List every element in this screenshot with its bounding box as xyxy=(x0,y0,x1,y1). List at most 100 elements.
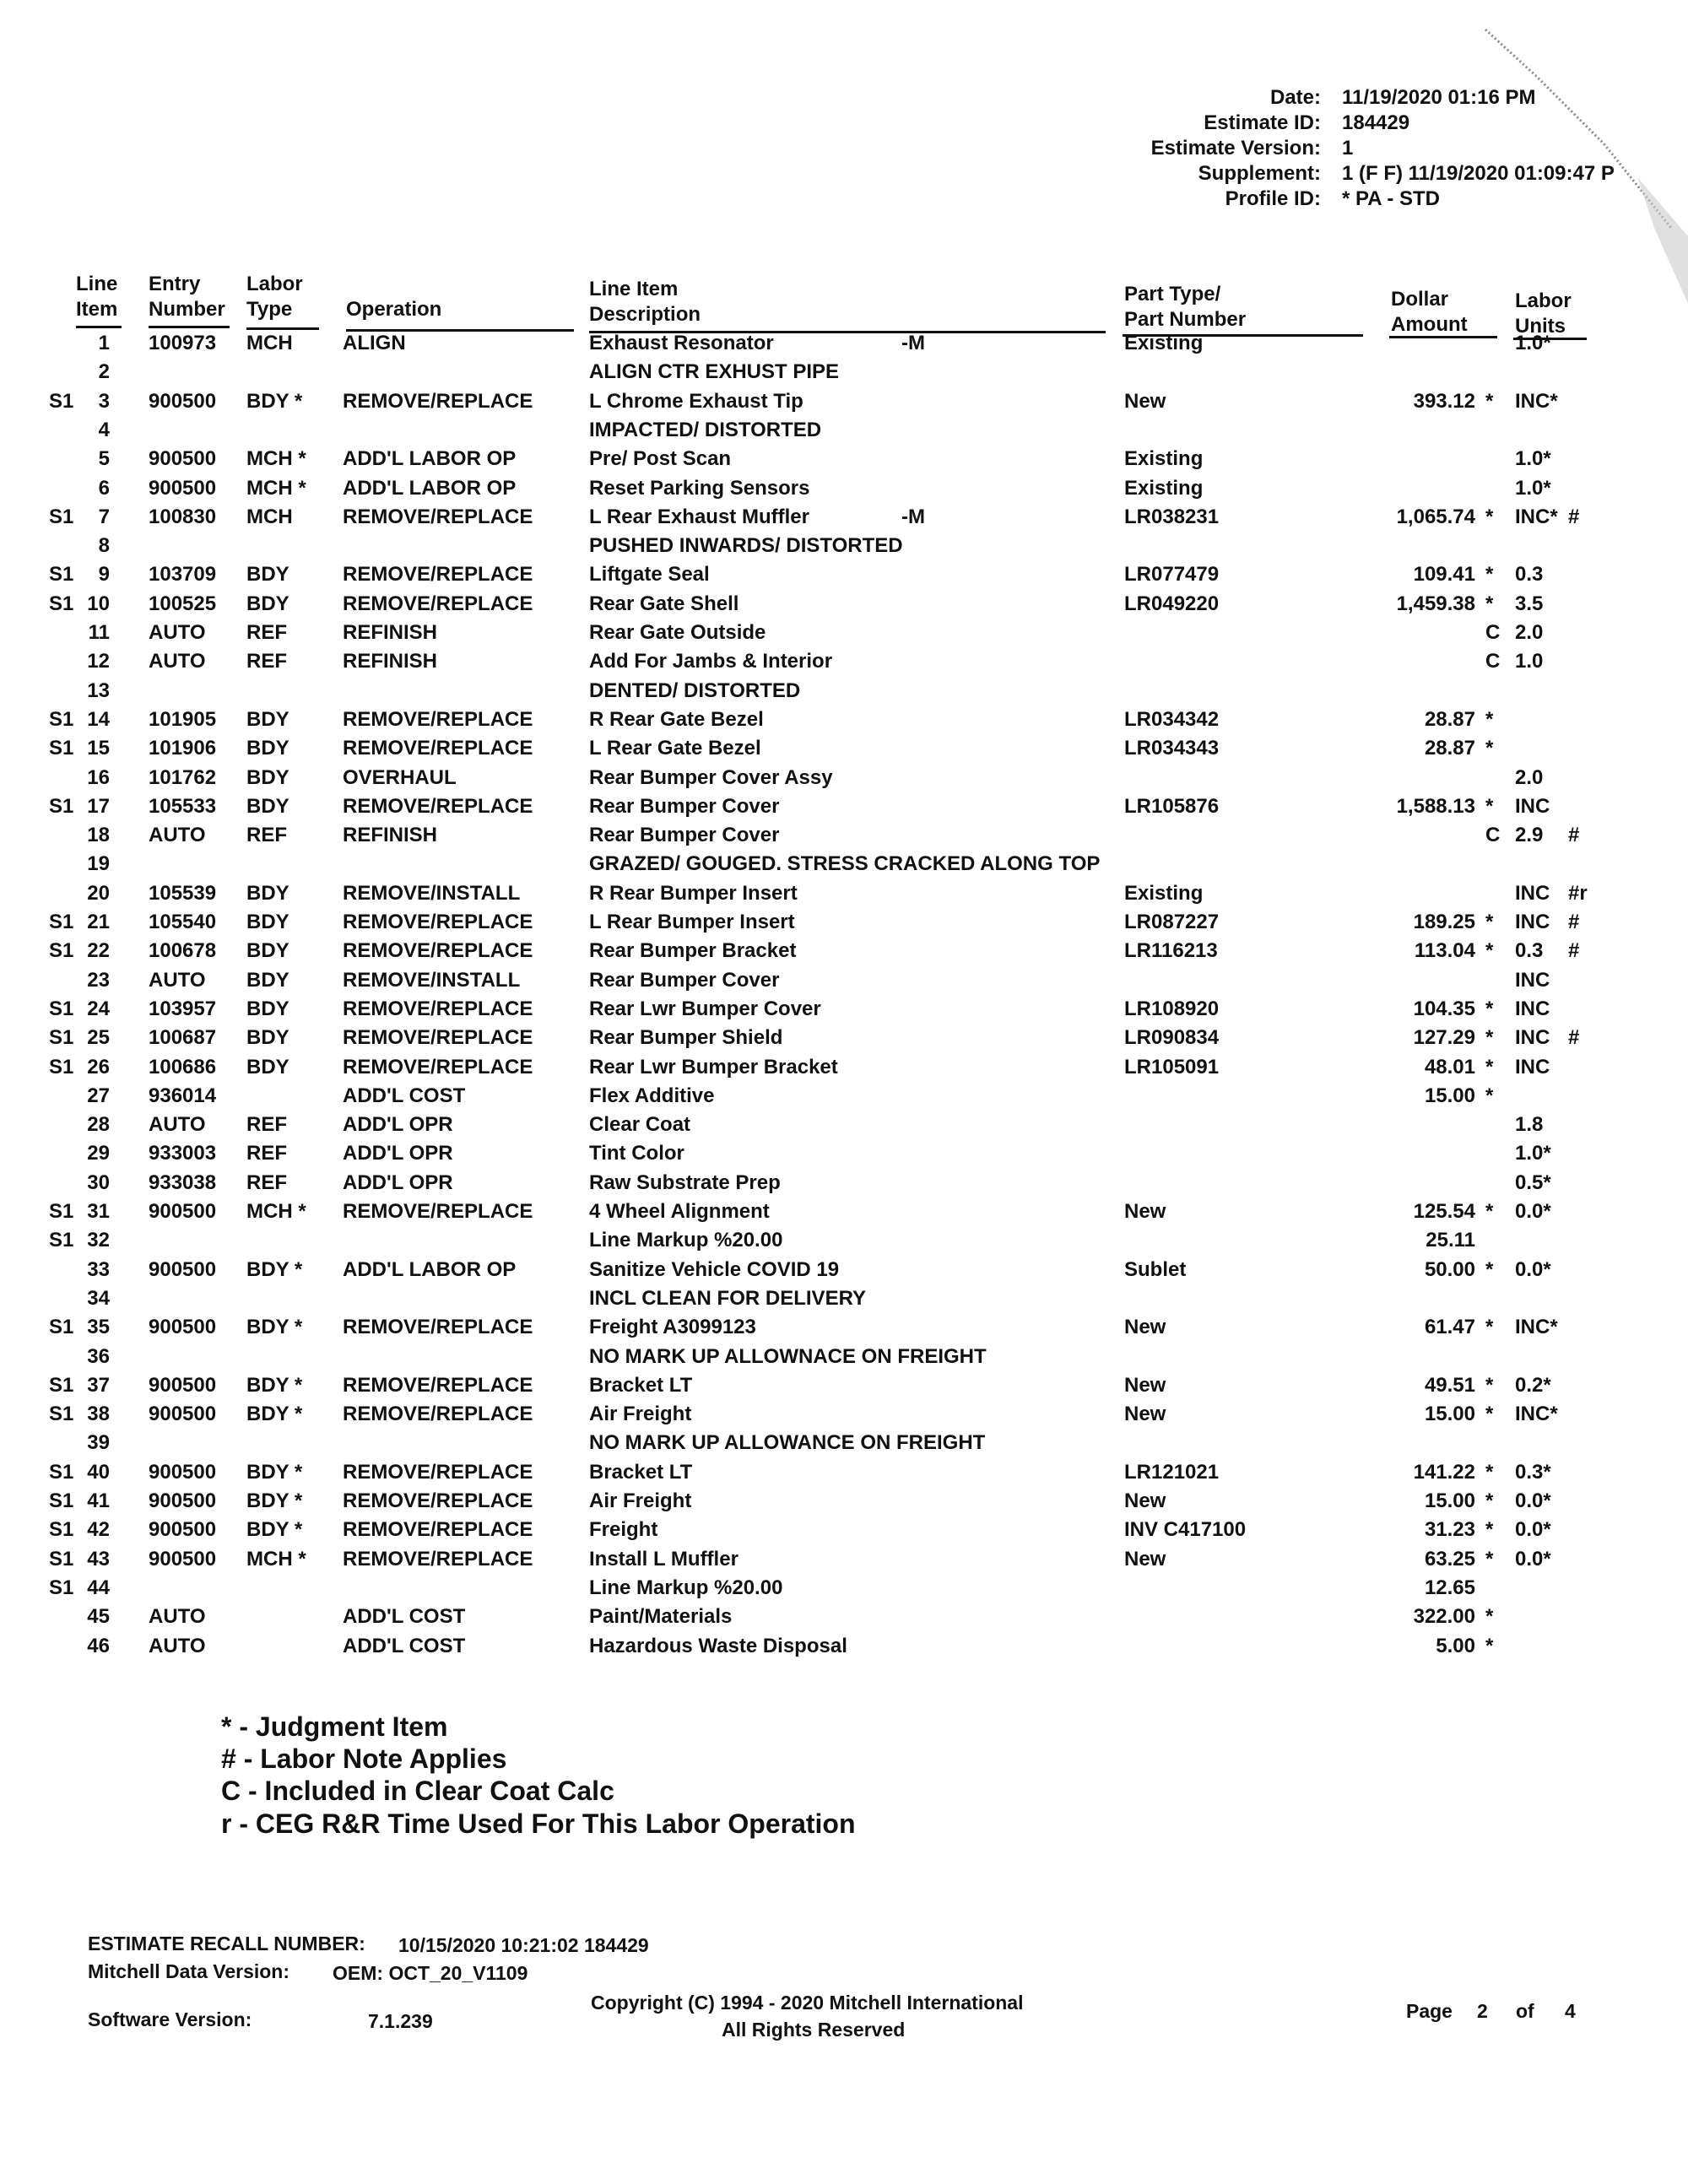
labor-type: BDY * xyxy=(246,1518,303,1542)
part-number: LR105091 xyxy=(1124,1055,1220,1078)
labor-units: 0.3 xyxy=(1515,563,1544,587)
software-version-label: Software Version: xyxy=(88,2008,252,2030)
part-number: LR034343 xyxy=(1124,737,1220,760)
amount-flag: * xyxy=(1485,1084,1494,1107)
labor-type: REF xyxy=(246,824,287,847)
operation: ADD'L OPR xyxy=(343,1142,453,1165)
labor-units: 1.0* xyxy=(1515,332,1551,354)
entry-number: 103957 xyxy=(149,997,217,1020)
entry-number: 900500 xyxy=(149,447,217,471)
col-labor-type-l2: Type xyxy=(246,298,293,321)
operation: REMOVE/REPLACE xyxy=(343,1460,533,1484)
supplement-marker: S1 xyxy=(49,1489,74,1512)
entry-number: 105539 xyxy=(149,881,217,905)
amount-flag: * xyxy=(1485,592,1494,615)
estimate-id-label: Estimate ID: xyxy=(1204,111,1321,134)
labor-units: INC xyxy=(1515,997,1550,1020)
labor-type: BDY xyxy=(246,911,289,933)
labor-units: INC xyxy=(1515,968,1550,992)
description: R Rear Bumper Insert xyxy=(589,881,798,905)
table-row: 6 900500 MCH * ADD'L LABOR OP Reset Parking … xyxy=(0,474,1688,503)
line-number: 20 xyxy=(87,881,110,905)
part-number: LR121021 xyxy=(1124,1460,1220,1484)
supplement-marker: S1 xyxy=(49,505,74,528)
description: Rear Gate Shell xyxy=(589,592,739,615)
profile-id-label: Profile ID: xyxy=(1225,187,1321,210)
labor-type: BDY xyxy=(246,1026,289,1050)
rights: All Rights Reserved xyxy=(722,2019,906,2041)
entry-number: AUTO xyxy=(149,968,206,992)
dollar-amount: 63.25 xyxy=(1424,1547,1475,1570)
labor-note: #r xyxy=(1568,881,1588,905)
part-number: Existing xyxy=(1124,332,1204,354)
amount-flag: C xyxy=(1485,621,1501,644)
table-row: 11 AUTO REF REFINISH Rear Gate Outside C 2.0 xyxy=(0,619,1688,647)
description: Rear Bumper Cover xyxy=(589,968,780,992)
description: Add For Jambs & Interior xyxy=(589,650,833,673)
table-row: S1 26 100686 BDY REMOVE/REPLACE Rear Lwr Bump… xyxy=(0,1053,1688,1082)
entry-number: 100525 xyxy=(149,592,217,615)
line-number: 44 xyxy=(87,1576,110,1599)
supplement-marker: S1 xyxy=(49,1026,74,1050)
labor-type: BDY * xyxy=(246,1460,303,1484)
line-number: 12 xyxy=(87,650,110,673)
page-current: 2 xyxy=(1477,2000,1488,2022)
table-row: 4 IMPACTED/ DISTORTED xyxy=(0,416,1688,445)
labor-units: 1.8 xyxy=(1515,1113,1544,1137)
part-number: New xyxy=(1124,1200,1166,1223)
labor-units: 0.0* xyxy=(1515,1489,1551,1512)
labor-units: 2.0 xyxy=(1515,621,1544,644)
table-row: 18 AUTO REF REFINISH Rear Bumper Cover C 2.9 # xyxy=(0,821,1688,850)
labor-type: BDY * xyxy=(246,389,303,413)
supplement-label: Supplement: xyxy=(1198,162,1321,185)
operation: REMOVE/REPLACE xyxy=(343,1403,533,1426)
supplement-marker: S1 xyxy=(49,1055,74,1078)
labor-note: # xyxy=(1568,824,1580,847)
line-number: 41 xyxy=(87,1489,110,1512)
line-number: 1 xyxy=(98,332,110,354)
entry-number: 900500 xyxy=(149,389,217,413)
entry-number: AUTO xyxy=(149,650,206,673)
entry-number: 900500 xyxy=(149,1403,217,1426)
operation: ADD'L OPR xyxy=(343,1113,453,1137)
line-number: 27 xyxy=(87,1084,110,1107)
table-row: S1 32 Line Markup %20.00 25.11 xyxy=(0,1226,1688,1255)
description: ALIGN CTR EXHUST PIPE xyxy=(589,360,840,384)
line-number: 11 xyxy=(88,621,110,644)
line-number: 5 xyxy=(98,447,110,471)
labor-type: BDY xyxy=(246,563,289,587)
dollar-amount: 28.87 xyxy=(1424,707,1475,731)
operation: ADD'L COST xyxy=(343,1084,466,1107)
estimate-version-label: Estimate Version: xyxy=(1150,137,1321,159)
table-row: 20 105539 BDY REMOVE/INSTALL R Rear Bumper I… xyxy=(0,879,1688,908)
operation: ADD'L COST xyxy=(343,1634,466,1657)
line-number: 22 xyxy=(87,939,110,963)
date-label: Date: xyxy=(1269,86,1321,109)
col-operation: Operation xyxy=(346,298,442,321)
line-number: 35 xyxy=(87,1316,110,1339)
operation: REMOVE/REPLACE xyxy=(343,794,533,818)
labor-units: 1.0* xyxy=(1515,476,1551,500)
labor-units: 3.5 xyxy=(1515,592,1544,615)
operation: REFINISH xyxy=(343,650,438,673)
labor-units: 1.0* xyxy=(1515,1142,1551,1165)
supplement-marker: S1 xyxy=(49,707,74,731)
labor-units: INC* xyxy=(1515,1403,1558,1426)
part-number: Existing xyxy=(1124,881,1204,905)
operation: REMOVE/REPLACE xyxy=(343,911,533,933)
amount-flag: C xyxy=(1485,824,1501,847)
amount-flag: * xyxy=(1485,563,1494,587)
scan-artifact-line xyxy=(1484,28,1688,304)
entry-number: 900500 xyxy=(149,1373,217,1397)
table-row: S1 42 900500 BDY * REMOVE/REPLACE Freight INV … xyxy=(0,1516,1688,1544)
line-number: 13 xyxy=(87,678,110,702)
labor-type: MCH * xyxy=(246,1547,306,1570)
line-number: 10 xyxy=(87,592,110,615)
supplement-marker: S1 xyxy=(49,997,74,1020)
entry-number: 936014 xyxy=(149,1084,217,1107)
line-number: 38 xyxy=(87,1403,110,1426)
table-row: S1 24 103957 BDY REMOVE/REPLACE Rear Lwr Bump… xyxy=(0,995,1688,1024)
labor-units: INC* xyxy=(1515,389,1558,413)
col-line-item-l2: Item xyxy=(76,298,118,321)
col-units-l2: Units xyxy=(1515,315,1566,338)
